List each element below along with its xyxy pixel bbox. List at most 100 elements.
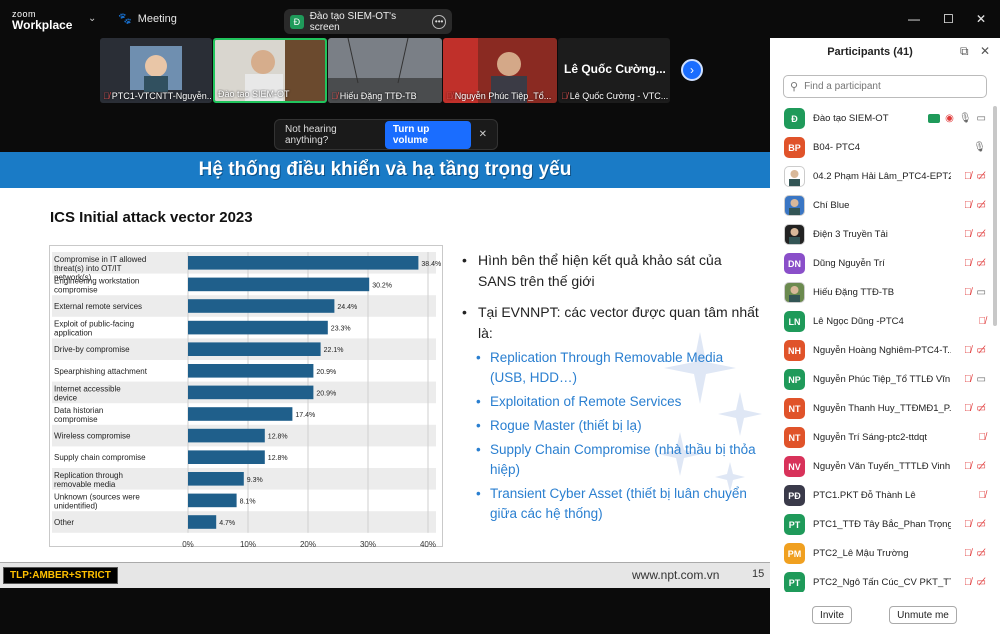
close-panel-icon[interactable]: ✕	[980, 44, 991, 58]
close-icon[interactable]: ✕	[478, 129, 487, 140]
video-tile[interactable]: 🎙̸ Nguyễn Phúc Tiệp_Tổ...	[443, 38, 557, 103]
maximize-icon[interactable]: ☐	[943, 12, 954, 26]
mic-icon[interactable]: 🎙	[973, 142, 986, 153]
participant-row[interactable]: NP Nguyễn Phúc Tiệp_Tổ TTLĐ Vĩn... 🎙̸ ▭	[770, 365, 992, 394]
close-icon[interactable]: ✕	[976, 12, 987, 26]
status-icons: 🎙̸ ▭̸	[964, 519, 986, 530]
invite-button[interactable]: Invite	[812, 606, 852, 624]
participant-row[interactable]: PT PTC2_Ngô Tấn Cúc_CV PKT_TTĐ... 🎙̸ ▭̸	[770, 568, 992, 592]
category-label: Wireless compromise	[54, 432, 131, 441]
participant-row[interactable]: Chí Blue 🎙̸ ▭̸	[770, 191, 992, 220]
mic-muted-icon: 🎙̸	[446, 91, 453, 101]
camera-off-icon[interactable]: ▭̸	[976, 403, 986, 414]
chevron-down-icon[interactable]: ⌄	[88, 13, 97, 24]
participant-name: PTC1.PKT Đỗ Thành Lê	[813, 490, 916, 501]
mic-muted-icon[interactable]: 🎙̸	[964, 200, 972, 211]
participant-row[interactable]: NT Nguyễn Trí Sáng-ptc2-ttdqt 🎙̸	[770, 423, 992, 452]
participant-row[interactable]: PĐ PTC1.PKT Đỗ Thành Lê 🎙̸	[770, 481, 992, 510]
camera-icon[interactable]: ▭	[976, 287, 986, 298]
chart-row-band	[52, 468, 436, 490]
minimize-icon[interactable]: —	[908, 12, 920, 26]
mic-muted-icon[interactable]: 🎙̸	[964, 229, 972, 240]
mic-muted-icon[interactable]: 🎙̸	[978, 432, 987, 443]
participant-row[interactable]: Hiếu Đặng TTĐ-TB 🎙̸ ▭	[770, 278, 992, 307]
search-box[interactable]: ⚲	[783, 75, 987, 98]
more-icon[interactable]: •••	[432, 14, 446, 29]
camera-off-icon[interactable]: ▭̸	[976, 200, 986, 211]
participant-row[interactable]: 04.2 Phạm Hải Lâm_PTC4-EPT2 🎙̸ ▭̸	[770, 162, 992, 191]
participant-row[interactable]: NV Nguyễn Văn Tuyến_TTTLĐ Vinh ... 🎙̸ ▭̸	[770, 452, 992, 481]
mic-muted-icon[interactable]: 🎙̸	[964, 519, 972, 530]
shared-slide: Hệ thống điều khiển và hạ tầng trọng yếu…	[0, 152, 770, 588]
sub-bullet: Replication Through Removable Media (USB…	[462, 348, 762, 388]
participant-row[interactable]: Đ Đào tạo SIEM-OT ◉ 🎙 ▭	[770, 104, 992, 133]
bar	[188, 342, 321, 356]
camera-off-icon[interactable]: ▭̸	[976, 229, 986, 240]
avatar: NH	[784, 340, 805, 361]
mic-muted-icon[interactable]: 🎙̸	[964, 403, 972, 414]
mic-muted-icon[interactable]: 🎙̸	[964, 577, 972, 588]
meeting-menu[interactable]: 🐾 Meeting	[118, 12, 177, 26]
camera-off-icon[interactable]: ▭̸	[976, 258, 986, 269]
participant-row[interactable]: DN Dũng Nguyễn Trí 🎙̸ ▭̸	[770, 249, 992, 278]
close-window-icon[interactable]: ✕	[976, 12, 987, 26]
audio-notice: Not hearing anything? Turn up volume ✕	[274, 119, 498, 150]
slide-bullets: Hình bên thể hiện kết quả khảo sát của S…	[462, 250, 762, 528]
participant-row[interactable]: Điện 3 Truyền Tải 🎙̸ ▭̸	[770, 220, 992, 249]
participant-row[interactable]: BP B04- PTC4 🎙	[770, 133, 992, 162]
unmute-button[interactable]: Unmute me	[889, 606, 957, 624]
video-tile[interactable]: 🎙̸ Hiếu Đặng TTĐ-TB	[328, 38, 442, 103]
mic-muted-icon[interactable]: 🎙̸	[964, 345, 972, 356]
avatar: Đ	[784, 108, 805, 129]
camera-icon[interactable]: ▭	[976, 374, 986, 385]
status-icons: 🎙̸ ▭̸	[964, 229, 986, 240]
scrollbar[interactable]	[993, 106, 997, 326]
camera-off-icon[interactable]: ▭̸	[976, 461, 986, 472]
maximize-window-icon[interactable]: ☐	[943, 12, 954, 26]
video-tile[interactable]: Lê Quốc Cường... 🎙̸ Lê Quốc Cường - VTC..…	[558, 38, 670, 103]
meeting-label: Meeting	[137, 12, 177, 25]
mic-muted-icon[interactable]: 🎙̸	[964, 258, 972, 269]
bar	[188, 256, 419, 270]
participant-name: Nguyễn Văn Tuyến_TTTLĐ Vinh ...	[813, 461, 951, 472]
mic-muted-icon[interactable]: 🎙̸	[964, 461, 972, 472]
participant-name: PTC2_Lê Mậu Trường	[813, 548, 909, 559]
camera-off-icon[interactable]: ▭̸	[976, 577, 986, 588]
popout-icon[interactable]: ⧉	[960, 44, 969, 58]
bar	[188, 277, 370, 292]
participant-name: Nguyễn Thanh Huy_TTĐMĐ1_P...	[813, 403, 951, 414]
search-input[interactable]	[804, 81, 975, 92]
mic-muted-icon[interactable]: 🎙̸	[978, 316, 987, 327]
mic-muted-icon[interactable]: 🎙̸	[964, 171, 972, 182]
video-tile-active[interactable]: Đào tạo SIEM-OT	[213, 38, 327, 103]
mic-muted-icon[interactable]: 🎙̸	[964, 548, 972, 559]
bar	[188, 385, 314, 400]
participant-row[interactable]: NT Nguyễn Thanh Huy_TTĐMĐ1_P... 🎙̸ ▭̸	[770, 394, 992, 423]
category-label: External remote services	[54, 302, 142, 311]
camera-off-icon[interactable]: ▭̸	[976, 519, 986, 530]
mic-muted-icon: 🎙̸	[103, 91, 110, 101]
next-page-button[interactable]: ›	[681, 59, 703, 81]
avatar: DN	[784, 253, 805, 274]
mic-muted-icon[interactable]: 🎙̸	[964, 374, 972, 385]
category-label: Unknown (sources were unidentified)	[54, 492, 140, 510]
bar	[188, 299, 335, 313]
share-indicator[interactable]: Đ Đào tạo SIEM-OT's screen •••	[284, 9, 452, 34]
camera-off-icon[interactable]: ▭̸	[976, 345, 986, 356]
mic-muted-icon[interactable]: 🎙̸	[978, 490, 987, 501]
camera-icon[interactable]: ▭	[976, 113, 986, 124]
camera-off-icon[interactable]: ▭̸	[976, 548, 986, 559]
participant-row[interactable]: NH Nguyễn Hoàng Nghiêm-PTC4-T... 🎙̸ ▭̸	[770, 336, 992, 365]
mic-muted-icon[interactable]: 🎙̸	[964, 287, 972, 298]
turn-up-volume-button[interactable]: Turn up volume	[384, 120, 471, 149]
minimize-window-icon[interactable]: —	[908, 12, 920, 26]
camera-off-icon[interactable]: ▭̸	[976, 171, 986, 182]
video-tile[interactable]: 🎙̸ PTC1-VTCNTT-Nguyễn...	[100, 38, 212, 103]
avatar	[784, 224, 805, 245]
participant-row[interactable]: LN Lê Ngọc Dũng -PTC4 🎙̸	[770, 307, 992, 336]
status-icons: 🎙̸ ▭̸	[964, 548, 986, 559]
mic-icon[interactable]: 🎙	[958, 113, 972, 124]
participant-name: B04- PTC4	[813, 142, 860, 153]
participant-row[interactable]: PT PTC1_TTĐ Tây Bắc_Phan Trọng Đ... 🎙̸ ▭̸	[770, 510, 992, 539]
participant-row[interactable]: PM PTC2_Lê Mậu Trường 🎙̸ ▭̸	[770, 539, 992, 568]
